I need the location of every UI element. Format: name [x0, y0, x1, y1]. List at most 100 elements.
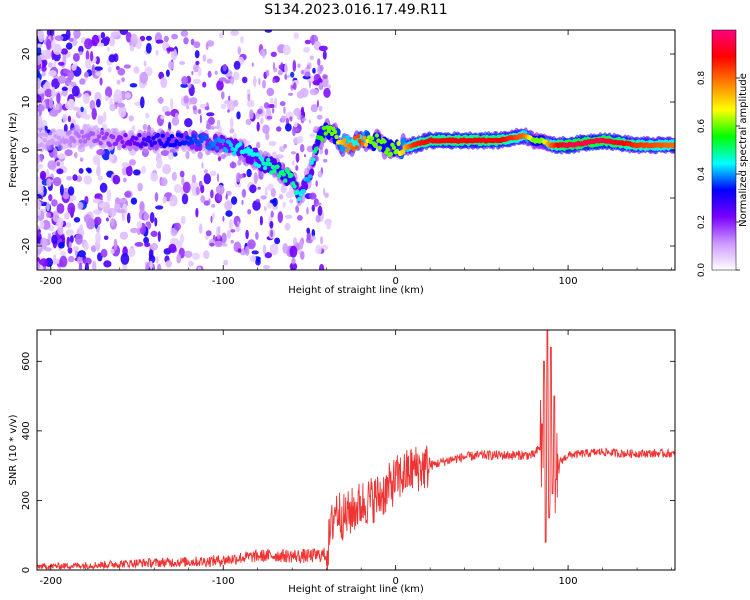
ridge-core: [307, 174, 313, 179]
spectrogram-noise-blob: [51, 86, 56, 99]
colorbar-tick-label: 0.0: [697, 263, 707, 278]
spectrogram-noise-blob: [198, 180, 203, 188]
spectrogram-noise-blob: [297, 135, 304, 144]
spectrogram-noise-blob: [257, 186, 261, 190]
spectrogram-noise-blob: [230, 76, 235, 85]
spectrogram-noise-blob: [199, 114, 202, 124]
spectrogram-noise-blob: [252, 200, 261, 211]
spectrogram-noise-blob: [156, 157, 163, 168]
spectrogram-noise-blob: [204, 106, 210, 111]
spectrogram-noise-blob: [268, 140, 277, 147]
spectrogram-noise-blob: [54, 35, 64, 41]
spectrogram-noise-blob: [304, 71, 311, 77]
spectrogram-noise-blob: [97, 42, 105, 47]
spectrogram-noise-blob: [299, 239, 304, 250]
spectrogram-noise-blob: [51, 199, 58, 207]
ridge-core: [188, 136, 193, 141]
spectrogram-noise-blob: [170, 48, 178, 61]
spectrogram-noise-blob: [319, 65, 324, 72]
spectrogram-noise-blob: [262, 244, 267, 255]
spectrogram-noise-blob: [108, 66, 112, 73]
spectrogram-noise-blob: [282, 243, 289, 254]
spectrogram-noise-blob: [57, 75, 67, 84]
spectrogram-noise-blob: [150, 172, 159, 182]
spectrogram-noise-blob: [96, 165, 101, 177]
spectrogram-noise-blob: [289, 262, 298, 270]
spectrogram-noise-blob: [67, 115, 72, 123]
spectrogram-noise-blob: [200, 195, 206, 203]
spectrogram-noise-blob: [180, 215, 186, 225]
spectrogram-noise-blob: [290, 71, 295, 78]
spectrogram-noise-blob: [254, 174, 259, 181]
spectrogram-noise-blob: [317, 205, 323, 216]
spectrogram-noise-blob: [108, 54, 116, 63]
spectrogram-noise-blob: [44, 88, 53, 98]
spectrogram-noise-blob: [315, 244, 322, 255]
ridge-core: [148, 139, 153, 144]
spectrogram-noise-blob: [327, 84, 331, 90]
spectrogram-noise-blob: [56, 92, 61, 104]
spectrogram-noise-blob: [262, 49, 266, 59]
spectrogram-noise-blob: [41, 71, 46, 77]
spectrogram-noise-blob: [37, 115, 43, 122]
spectrogram-noise-blob: [160, 77, 168, 89]
spectrogram-noise-blob: [77, 201, 84, 210]
spectrogram-noise-blob: [60, 250, 66, 257]
spectrogram-noise-blob: [266, 87, 275, 97]
spectrogram-noise-blob: [72, 53, 80, 62]
spectrogram-noise-blob: [260, 117, 264, 125]
spectrogram-noise-blob: [203, 169, 208, 174]
spectrogram-noise-blob: [39, 153, 44, 163]
spectrogram-noise-blob: [265, 132, 270, 141]
ridge-core: [370, 136, 375, 141]
spectrogram-noise-blob: [109, 104, 116, 112]
spectrogram-noise-blob: [292, 237, 298, 246]
spectrogram-noise-blob: [323, 158, 328, 163]
spectrogram-noise-blob: [184, 118, 193, 128]
spectrogram-noise-blob: [246, 100, 255, 108]
spectrogram-noise-blob: [272, 197, 278, 207]
spectrogram-noise-blob: [229, 128, 235, 134]
spectrogram-noise-blob: [282, 201, 286, 208]
x-tick-label: -200: [39, 576, 62, 587]
spectrogram-noise-blob: [287, 92, 294, 96]
colorbar-tick-label: 0.6: [697, 119, 707, 134]
spectrogram-noise-blob: [226, 230, 232, 239]
spectrogram-noise-blob: [94, 216, 102, 226]
spectrogram-noise-blob: [121, 162, 130, 168]
spectrogram-noise-blob: [237, 159, 242, 166]
ridge-band: [380, 144, 386, 153]
spectrogram-noise-blob: [310, 235, 316, 241]
spectrogram-noise-blob: [99, 182, 108, 193]
spectrogram-noise-blob: [144, 242, 151, 248]
ridge-core: [113, 141, 119, 146]
spectrogram-noise-blob: [206, 112, 215, 117]
x-tick-label: -100: [212, 576, 235, 587]
spectrogram-noise-blob: [240, 36, 244, 44]
spectrogram-noise-blob: [216, 173, 220, 183]
ridge-core: [149, 142, 154, 148]
spectrogram-noise-blob: [113, 238, 118, 251]
spectrogram-noise-blob: [306, 227, 311, 234]
spectrogram-noise-blob: [214, 240, 224, 248]
spectrogram-noise-blob: [57, 153, 66, 160]
spectrogram-noise-blob: [216, 80, 224, 91]
ridge-core: [342, 138, 347, 143]
ridge-core: [228, 142, 234, 148]
colorbar-label: Normalized spectral amplitude: [738, 73, 749, 227]
spectrogram-noise-blob: [315, 214, 321, 223]
spectrogram-noise-blob: [164, 111, 172, 116]
spectrogram-noise-blob: [133, 66, 140, 74]
ridge-band: [82, 124, 88, 133]
spectrogram-noise-blob: [257, 108, 263, 115]
spectrogram-noise-blob: [252, 75, 257, 88]
ridge-core: [323, 131, 328, 136]
spectrogram-noise-blob: [270, 229, 273, 238]
spectrogram-noise-blob: [176, 253, 182, 264]
spectrogram-noise-blob: [58, 241, 65, 249]
spectrogram-noise-blob: [91, 64, 95, 76]
spectrogram-noise-blob: [37, 55, 42, 66]
spectrogram-noise-blob: [124, 92, 131, 99]
spectrogram-noise-blob: [141, 166, 146, 174]
spectrogram-noise-blob: [37, 120, 44, 128]
